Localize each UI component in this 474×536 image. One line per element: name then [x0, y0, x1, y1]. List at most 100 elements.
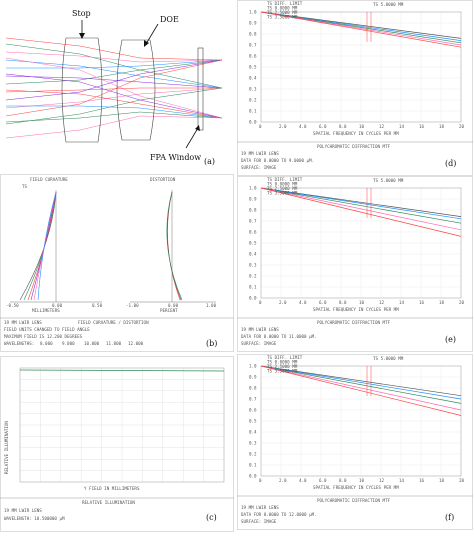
mtf-x-tick: 8.0	[339, 300, 347, 305]
mtf-x-tick: 0	[259, 124, 262, 129]
mtf-y-tick: 0.4	[249, 76, 257, 81]
window-label: FPA Window	[150, 153, 201, 162]
mtf-y-tick: 0.5	[249, 241, 257, 246]
mtf-panel-d: 0.0 0.1 0.2 0.3 0.4 0.5 0.6 0.7 0.8 0.9 1.0 0 2.0 4.0…	[237, 0, 473, 176]
curvature-tick: 0.00	[52, 303, 63, 308]
mtf-y-tick: 0.6	[249, 54, 257, 59]
mtf-series-line-3	[260, 187, 462, 224]
mtf-x-tick: 12	[379, 124, 385, 129]
mtf-x-tick: 10	[359, 478, 365, 483]
ri-x-axis-label: Y FIELD IN MILLIMETERS	[84, 486, 140, 491]
field-curvature-chart: FIELD CURVATURE DISTORTION TS MILLIMETER…	[0, 174, 234, 352]
mtf-series-line-4	[260, 365, 462, 411]
panel-c-footer-title: RELATIVE ILLUMINATION	[82, 500, 135, 505]
mtf-y-tick: 1.0	[249, 10, 257, 15]
mtf-y-tick: 0.8	[249, 32, 257, 37]
wavelength-label: WAVELENGTHS:	[4, 341, 34, 346]
distortion-tick: 1.00	[206, 303, 217, 308]
mtf-legend-entry: TS 3.5000 MM	[267, 191, 298, 196]
first-lens	[61, 37, 103, 143]
mtf-y-tick: 0.7	[249, 397, 257, 402]
mtf-top-right: TS 5.0000 MM	[373, 2, 404, 7]
mtf-legend-entry: TS 2.5000 MM	[267, 186, 298, 191]
mtf-x-tick: 2.0	[279, 478, 287, 483]
distortion-axis-label: PERCENT	[160, 308, 178, 313]
mtf-top-right: TS 5.0000 MM	[373, 356, 404, 361]
distortion-tick: 0.00	[168, 303, 179, 308]
mtf-lens: 19 MM LWIR LENS	[241, 327, 279, 332]
mtf-y-tick: 0.9	[249, 197, 257, 202]
panel-b-footer-title: FIELD CURVATURE / DISTORTION	[78, 320, 149, 325]
mtf-x-tick: 0	[259, 478, 262, 483]
mtf-legend-entry: TS 2.5000 MM	[267, 364, 298, 369]
mtf-x-tick: 8.0	[339, 478, 347, 483]
doe-lens	[116, 39, 156, 141]
curvature-axis-label: MILLIMETERS	[32, 308, 60, 313]
mtf-y-tick: 0.8	[249, 208, 257, 213]
mtf-series-line-5	[260, 365, 462, 416]
ray-trace-diagram: Stop DOE FPA Window (a)	[5, 9, 223, 166]
mtf-x-tick: 2.0	[279, 124, 287, 129]
mtf-series-line-4	[260, 187, 462, 231]
mtf-legend-entry: TS 2.5000 MM	[267, 10, 298, 15]
mtf-x-tick: 16	[419, 124, 425, 129]
mtf-panel-e: 0.0 0.1 0.2 0.3 0.4 0.5 0.6 0.7 0.8 0.9 1.0 0 2.0 4.0…	[237, 176, 473, 352]
mtf-chart: 0.0 0.1 0.2 0.3 0.4 0.5 0.6 0.7 0.8 0.9 1.0 0 2.0 4.0…	[237, 0, 473, 176]
panel-label: (f)	[445, 513, 454, 522]
mtf-surface: SURFACE: IMAGE	[241, 165, 277, 170]
mtf-y-tick: 0.1	[249, 109, 257, 114]
mtf-lens: 19 MM LWIR LENS	[241, 505, 279, 510]
mtf-legend-entry: TS DIFF. LIMIT	[267, 355, 303, 360]
mtf-x-tick: 6.0	[319, 124, 327, 129]
mtf-x-tick: 8.0	[339, 124, 347, 129]
mtf-legend-entry: TS 3.5000 MM	[267, 15, 298, 20]
mtf-x-axis-label: SPATIAL FREQUENCY IN CYCLES PER MM	[313, 307, 399, 312]
mtf-series-line-1	[260, 365, 462, 397]
panel-b-note2: MAXIMUM FIELD IS 12.200 DEGREES	[4, 334, 83, 339]
mtf-chart: 0.0 0.1 0.2 0.3 0.4 0.5 0.6 0.7 0.8 0.9 1.0 0 2.0 4.0…	[237, 176, 473, 352]
relative-illumination-chart: RELATIVE ILLUMINATION Y FIELD IN MILLIME…	[0, 356, 234, 532]
wavelength-value: 10.000	[84, 341, 100, 346]
wavelength-value: 11.000	[106, 341, 122, 346]
mtf-y-tick: 0.3	[249, 441, 257, 446]
mtf-surface: SURFACE: IMAGE	[241, 519, 277, 524]
mtf-x-tick: 12	[379, 300, 385, 305]
mtf-y-tick: 0.9	[249, 21, 257, 26]
mtf-x-axis-label: SPATIAL FREQUENCY IN CYCLES PER MM	[313, 485, 399, 490]
mtf-x-tick: 2.0	[279, 300, 287, 305]
panel-label: (d)	[445, 159, 456, 168]
mtf-x-tick: 18	[439, 478, 445, 483]
mtf-lens: 19 MM LWIR LENS	[241, 151, 279, 156]
mtf-series-line-1	[260, 11, 462, 39]
mtf-data-for: DATA FOR 8.0000 TO 11.0000 µM.	[241, 334, 317, 339]
mtf-x-tick: 20	[459, 478, 465, 483]
mtf-x-tick: 14	[399, 478, 405, 483]
mtf-x-tick: 6.0	[319, 300, 327, 305]
mtf-y-tick: 0.3	[249, 263, 257, 268]
mtf-y-tick: 1.0	[249, 364, 257, 369]
mtf-y-tick: 1.0	[249, 186, 257, 191]
mtf-y-tick: 0.1	[249, 463, 257, 468]
mtf-series-line-3	[260, 11, 462, 44]
mtf-surface: SURFACE: IMAGE	[241, 341, 277, 346]
mtf-series-line-4	[260, 11, 462, 46]
mtf-series-line-5	[260, 187, 462, 237]
mtf-x-tick: 6.0	[319, 478, 327, 483]
mtf-y-tick: 0.5	[249, 419, 257, 424]
mtf-y-tick: 0.2	[249, 98, 257, 103]
mtf-legend-entry: TS 0.0000 MM	[267, 6, 298, 11]
mtf-legend-entry: TS 3.5000 MM	[267, 369, 298, 374]
curvature-tick: -0.50	[6, 303, 19, 308]
mtf-series-line-1	[260, 187, 462, 217]
panel-c-lens: 19 MM LWIR LENS	[4, 508, 42, 513]
ri-y-axis-label: RELATIVE ILLUMINATION	[4, 421, 9, 474]
panel-label-b: (b)	[206, 339, 217, 348]
mtf-y-tick: 0.1	[249, 285, 257, 290]
panel-c-relative-illumination: RELATIVE ILLUMINATION Y FIELD IN MILLIME…	[0, 356, 234, 532]
mtf-x-tick: 14	[399, 300, 405, 305]
mtf-y-tick: 0.8	[249, 386, 257, 391]
mtf-y-tick: 0.2	[249, 452, 257, 457]
mtf-x-tick: 16	[419, 300, 425, 305]
panel-label-a: (a)	[204, 157, 215, 166]
panel-c-wavelength: WAVELENGTH: 10.500000 µM	[4, 516, 65, 521]
